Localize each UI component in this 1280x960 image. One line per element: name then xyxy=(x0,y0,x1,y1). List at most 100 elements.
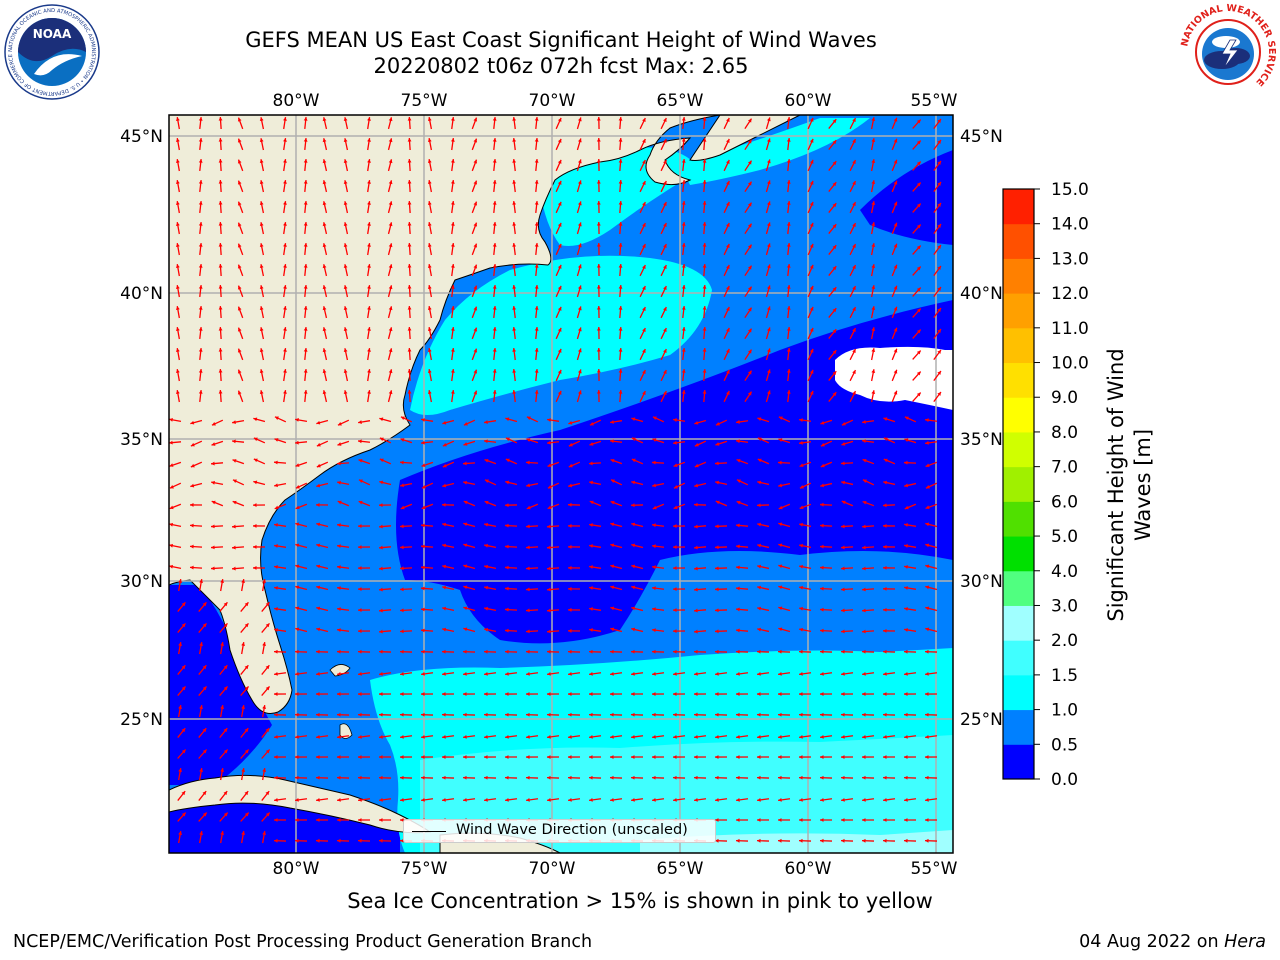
wave-vector-head xyxy=(809,264,814,269)
wave-vector-head xyxy=(202,749,207,754)
wave-vector-head xyxy=(820,442,825,447)
wave-vector-head xyxy=(358,755,362,759)
wave-vector-head xyxy=(473,348,478,353)
wave-vector-head xyxy=(916,182,921,187)
wave-vector-head xyxy=(702,222,707,226)
noaa-logo-text: NOAA xyxy=(33,27,72,41)
wave-vector-head xyxy=(232,500,237,505)
legend-line-swatch xyxy=(412,831,446,832)
wave-vector-head xyxy=(799,485,804,489)
wave-vector-head xyxy=(577,390,582,395)
wave-vector-head xyxy=(786,369,791,373)
wave-vector-head xyxy=(473,243,478,248)
wave-vector-head xyxy=(400,566,404,571)
wave-vector-head xyxy=(557,117,562,122)
wave-vector-head xyxy=(505,523,509,528)
wave-vector-head xyxy=(303,138,308,142)
lat-label: 45°N xyxy=(960,127,1003,147)
wave-vector-head xyxy=(427,243,432,247)
wave-vector-head xyxy=(337,649,341,654)
wave-vector-head xyxy=(322,159,327,164)
wave-vector-head xyxy=(766,306,771,311)
wave-vector-head xyxy=(343,243,348,248)
wave-vector-head xyxy=(463,564,468,569)
wave-vector-head xyxy=(820,421,825,425)
wave-vector-head xyxy=(589,734,593,739)
wave-vector-head xyxy=(652,775,656,780)
colorbar-tick-label: 3.0 xyxy=(1051,596,1078,616)
wave-vector-head xyxy=(766,285,771,290)
wave-vector-head xyxy=(547,671,551,676)
wave-vector-head xyxy=(862,712,866,717)
lon-label: 75°W xyxy=(401,859,448,879)
wave-vector-head xyxy=(259,285,264,290)
wave-vector-head xyxy=(407,180,412,184)
wave-vector-head xyxy=(726,369,730,374)
wave-vector-head xyxy=(484,459,489,463)
wave-vector-head xyxy=(303,180,308,184)
wave-vector-head xyxy=(618,159,623,163)
wave-vector-head xyxy=(427,285,432,289)
wave-vector-head xyxy=(820,734,824,739)
wave-vector-head xyxy=(757,480,762,485)
wave-vector-head xyxy=(937,349,941,354)
wave-vector-head xyxy=(421,712,425,717)
wave-vector-head xyxy=(652,628,656,633)
wave-vector-head xyxy=(883,437,888,442)
wave-vector-head xyxy=(427,348,432,352)
wave-vector-head xyxy=(547,505,552,510)
wave-vector-head xyxy=(757,712,761,717)
wave-vector-head xyxy=(358,420,362,424)
wave-vector-head xyxy=(766,159,771,164)
wave-vector-head xyxy=(198,159,203,163)
wave-vector-head xyxy=(862,545,866,550)
wave-vector-head xyxy=(673,608,677,613)
wave-vector-head xyxy=(190,420,195,425)
colorbar-tick-label: 4.0 xyxy=(1051,562,1078,582)
wave-vector-head xyxy=(232,459,237,463)
wave-vector-head xyxy=(526,712,530,717)
wave-vector-head xyxy=(786,138,791,142)
wave-vector-head xyxy=(747,160,752,165)
wave-vector-head xyxy=(610,606,615,611)
wave-vector-head xyxy=(568,712,572,717)
wave-vector-head xyxy=(388,264,393,269)
wave-vector-head xyxy=(169,505,174,510)
wave-vector-head xyxy=(322,201,327,206)
wave-vector-head xyxy=(766,201,771,206)
wave-vector-head xyxy=(202,665,207,670)
wave-vector-head xyxy=(832,287,837,292)
wave-vector-head xyxy=(681,243,686,247)
wave-vector-head xyxy=(883,797,887,802)
wave-vector-head xyxy=(237,285,242,290)
wave-vector-head xyxy=(178,579,183,583)
wave-vector-head xyxy=(681,159,686,163)
wave-vector-head xyxy=(505,565,509,570)
wave-vector-head xyxy=(358,838,362,843)
wave-vector-head xyxy=(681,117,686,121)
wave-vector-head xyxy=(673,775,677,780)
wave-vector-head xyxy=(925,838,929,843)
wave-vector-head xyxy=(484,606,489,611)
wave-vector-head xyxy=(316,755,320,759)
wave-vector-head xyxy=(726,327,730,332)
wave-vector-head xyxy=(283,117,287,121)
wave-vector-head xyxy=(925,522,930,527)
wave-vector-head xyxy=(893,369,898,374)
wave-vector-head xyxy=(904,523,908,527)
wave-vector-head xyxy=(904,505,909,510)
wave-vector-head xyxy=(663,369,667,374)
wave-vector-head xyxy=(274,586,278,590)
wave-vector-head xyxy=(218,264,223,268)
wave-vector-head xyxy=(893,327,898,332)
wave-vector-head xyxy=(358,524,362,528)
wave-vector-head xyxy=(799,775,803,780)
wave-vector-head xyxy=(442,522,447,527)
wave-vector-head xyxy=(241,768,246,772)
wave-vector-head xyxy=(937,181,941,186)
wave-vector-head xyxy=(358,629,362,633)
wave-height-band-1-1.5-mid-atlantic xyxy=(410,255,712,415)
wave-vector-head xyxy=(534,285,539,289)
wave-vector-head xyxy=(237,348,242,353)
wave-vector-head xyxy=(367,243,371,247)
